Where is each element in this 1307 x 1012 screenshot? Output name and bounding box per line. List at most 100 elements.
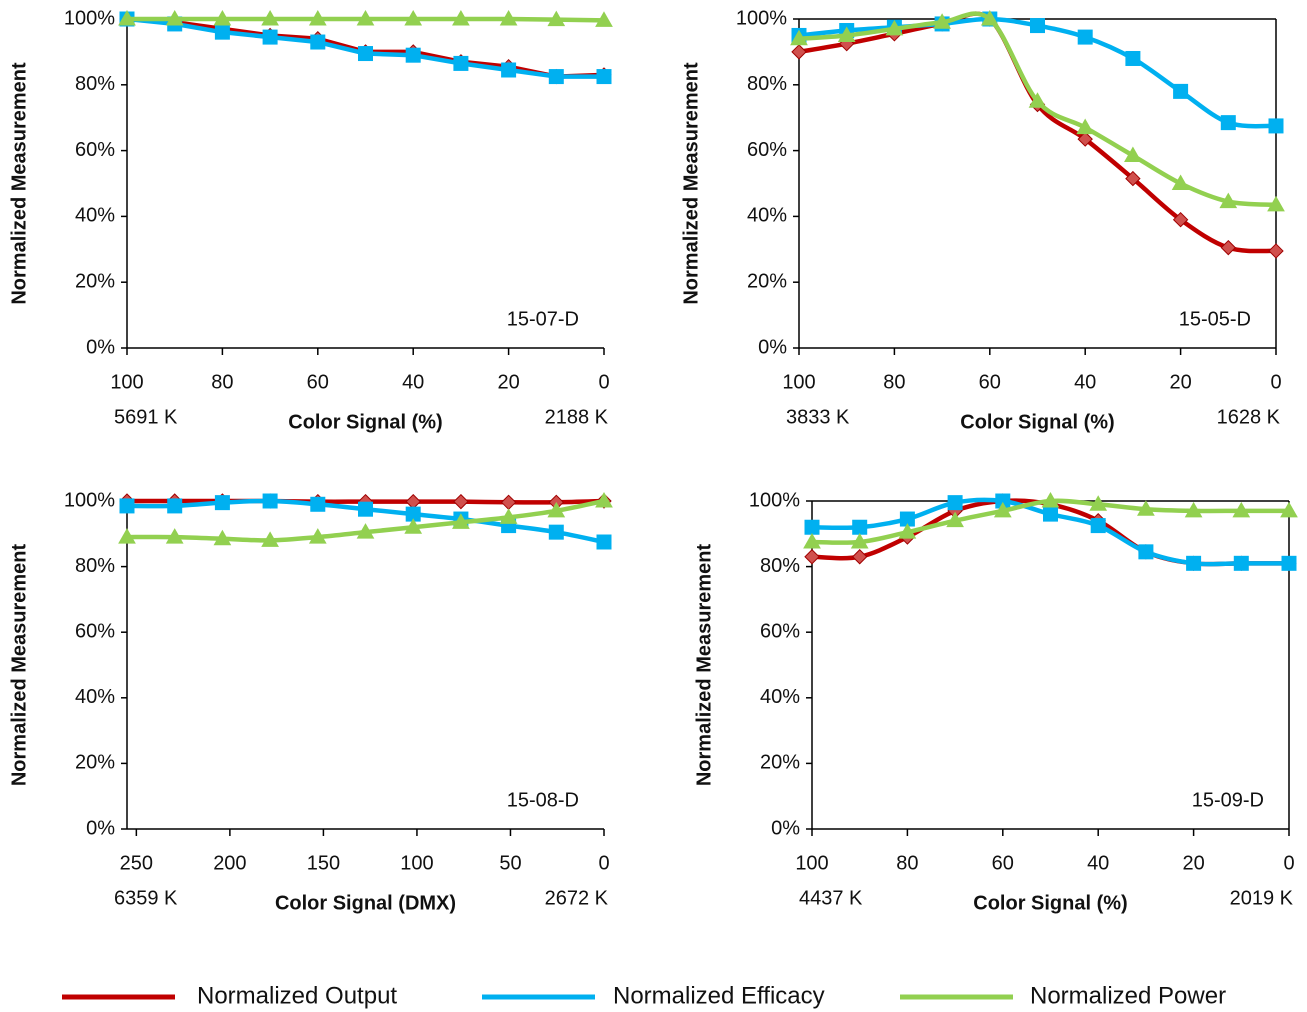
marker-square: [1138, 544, 1154, 560]
marker-triangle: [1076, 118, 1095, 135]
marker-triangle: [850, 532, 869, 549]
marker-triangle: [404, 9, 423, 26]
marker-triangle: [213, 9, 232, 26]
marker-diamond: [1172, 211, 1189, 228]
y-tick-label: 20%: [75, 752, 115, 774]
marker-diamond: [804, 549, 820, 565]
marker-square: [1233, 555, 1249, 571]
marker-triangle: [993, 501, 1012, 518]
x-end-label: 2188 K: [545, 406, 609, 428]
marker-triangle: [1028, 92, 1047, 108]
marker-triangle: [213, 529, 232, 546]
marker-square: [1030, 18, 1045, 34]
marker-square: [1173, 83, 1189, 99]
x-start-label: 3833 K: [786, 406, 850, 428]
x-tick-label: 60: [307, 371, 329, 393]
y-tick-label: 0%: [758, 336, 787, 358]
y-axis-title: Normalized Measurement: [693, 544, 715, 787]
marker-triangle: [837, 26, 856, 42]
marker-triangle: [452, 9, 470, 26]
marker-square: [804, 519, 820, 535]
marker-square: [167, 498, 183, 514]
x-tick-label: 100: [400, 852, 433, 874]
y-tick-label: 20%: [760, 752, 800, 774]
x-axis-title: Color Signal (%): [960, 411, 1114, 433]
marker-triangle: [898, 523, 917, 539]
marker-triangle: [1089, 495, 1108, 511]
x-start-label: 5691 K: [114, 406, 178, 428]
marker-square: [1268, 118, 1284, 134]
marker-square: [548, 524, 564, 540]
x-start-label: 6359 K: [114, 887, 178, 909]
x-tick-label: 100: [795, 852, 828, 874]
x-start-label: 4437 K: [799, 887, 863, 909]
y-tick-label: 40%: [75, 205, 115, 227]
marker-triangle: [1041, 491, 1060, 508]
legend: Normalized Output Normalized Efficacy Norm…: [62, 982, 1226, 1009]
y-tick-label: 40%: [760, 686, 800, 708]
series-line: [798, 11, 1277, 254]
chart-panel: 0% 20% 40% 60% 80% 100% 100 80 60 40 20 0 Normalized…: [8, 7, 613, 433]
marker-square: [119, 498, 135, 514]
panel-label: 15-05-D: [1179, 308, 1251, 330]
marker-square: [453, 55, 469, 71]
marker-square: [262, 29, 278, 45]
x-tick-label: 40: [1074, 371, 1096, 393]
y-tick-label: 0%: [86, 817, 115, 839]
marker-square: [358, 46, 373, 62]
x-tick-label: 20: [1169, 371, 1191, 393]
x-tick-label: 20: [497, 371, 519, 393]
x-tick-label: 40: [402, 371, 424, 393]
x-tick-label: 50: [499, 852, 521, 874]
marker-diamond: [1220, 239, 1237, 256]
marker-diamond: [851, 549, 868, 565]
marker-triangle: [1232, 501, 1251, 518]
y-tick-label: 60%: [760, 620, 800, 642]
marker-triangle: [404, 518, 423, 534]
marker-triangle: [499, 9, 518, 26]
marker-diamond: [405, 493, 421, 510]
marker-diamond: [1125, 170, 1141, 187]
marker-triangle: [547, 501, 566, 518]
marker-square: [852, 519, 868, 535]
y-axis-title: Normalized Measurement: [680, 62, 702, 305]
marker-square: [405, 47, 421, 63]
marker-square: [358, 501, 373, 517]
x-tick-label: 40: [1087, 852, 1109, 874]
marker-diamond: [791, 44, 807, 60]
x-end-label: 2019 K: [1230, 887, 1294, 909]
marker-triangle: [356, 523, 375, 539]
marker-square: [596, 534, 612, 550]
marker-square: [214, 495, 230, 511]
marker-square: [1043, 506, 1058, 522]
x-end-label: 2672 K: [545, 887, 609, 909]
marker-triangle: [308, 9, 327, 26]
x-tick-label: 0: [598, 852, 609, 874]
y-tick-label: 20%: [75, 270, 115, 292]
x-axis-title: Color Signal (%): [973, 892, 1127, 914]
panel-label: 15-07-D: [507, 308, 579, 330]
marker-square: [947, 495, 963, 511]
x-axis-title: Color Signal (%): [288, 411, 442, 433]
marker-square: [1125, 50, 1141, 66]
marker-square: [596, 69, 612, 85]
marker-diamond: [1077, 131, 1093, 147]
x-tick-label: 80: [883, 371, 905, 393]
x-tick-label: 0: [598, 371, 609, 393]
panel-label: 15-09-D: [1192, 789, 1264, 811]
x-tick-label: 20: [1182, 852, 1204, 874]
marker-triangle: [1267, 195, 1285, 212]
marker-triangle: [452, 513, 470, 529]
marker-square: [310, 34, 326, 50]
y-axis-title: Normalized Measurement: [8, 62, 30, 305]
marker-diamond: [453, 493, 469, 510]
marker-triangle: [165, 528, 184, 544]
marker-triangle: [1280, 501, 1298, 518]
marker-triangle: [308, 528, 327, 544]
marker-triangle: [1171, 174, 1190, 190]
y-tick-label: 80%: [75, 73, 115, 95]
marker-diamond: [500, 494, 517, 511]
chart-panel: 0% 20% 40% 60% 80% 100% 100 80 60 40 20 0 Normalized…: [693, 489, 1298, 914]
marker-square: [1281, 555, 1297, 571]
